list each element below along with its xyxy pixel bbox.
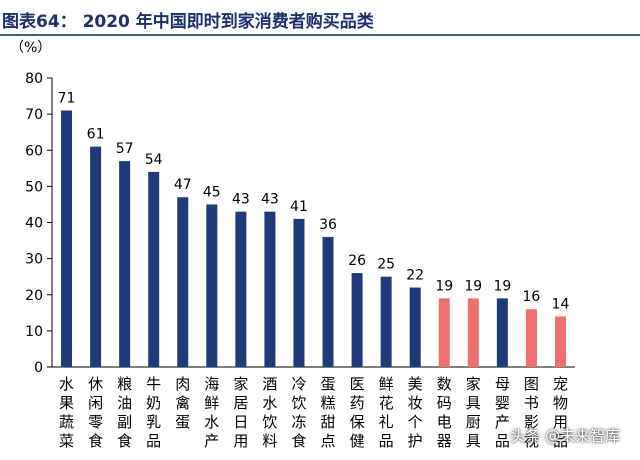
category-label: 酒水饮料 xyxy=(262,375,277,450)
bar xyxy=(351,273,363,367)
bar xyxy=(438,298,450,367)
bar xyxy=(496,298,508,367)
category-labels: 水果蔬菜休闲零食粮油副食牛奶乳品肉禽蛋海鲜水产家居日用酒水饮料冷饮冻食蛋糕甜点医… xyxy=(59,375,568,450)
bar xyxy=(61,110,73,367)
bar xyxy=(264,211,276,367)
bars xyxy=(61,110,566,367)
data-label: 54 xyxy=(145,152,163,168)
category-label: 图书影视 xyxy=(524,375,539,450)
bar xyxy=(322,236,334,367)
data-labels: 71 61 57 54 47 45 43 43 41 36 26 25 22 19 19 19 16 14 xyxy=(58,91,570,313)
data-label: 41 xyxy=(290,199,308,215)
category-label: 粮油副食 xyxy=(117,375,132,450)
category-label: 医药保健 xyxy=(350,375,365,450)
y-tick-label: 0 xyxy=(34,360,43,376)
y-axis-unit-label: （%） xyxy=(10,40,51,56)
data-label: 25 xyxy=(377,257,395,273)
y-tick-label: 10 xyxy=(25,324,43,340)
category-label: 冷饮冻食 xyxy=(291,375,306,450)
y-tick-label: 30 xyxy=(25,252,43,268)
bar xyxy=(293,218,305,367)
bar xyxy=(554,316,566,367)
data-label: 19 xyxy=(464,278,482,294)
bar xyxy=(177,197,189,367)
bar xyxy=(206,204,218,367)
category-label: 蛋糕甜点 xyxy=(321,375,336,450)
title-bar: 图表64： 2020 年中国即时到家消费者购买品类 xyxy=(0,0,640,36)
bar xyxy=(119,161,131,367)
category-label: 数码电器 xyxy=(437,375,452,450)
bar xyxy=(467,298,479,367)
data-label: 43 xyxy=(261,192,279,208)
category-label: 美妆个护 xyxy=(408,375,423,450)
category-label: 宠物用品 xyxy=(553,375,568,450)
bar xyxy=(525,309,537,367)
bar xyxy=(148,171,160,367)
category-label: 母婴产品 xyxy=(495,375,510,450)
data-label: 47 xyxy=(174,177,192,193)
data-label: 14 xyxy=(552,296,570,312)
data-label: 22 xyxy=(406,268,424,284)
watermark: 头条 @未来智库 xyxy=(510,427,620,445)
data-label: 26 xyxy=(348,253,366,269)
category-label: 肉禽蛋 xyxy=(175,375,190,431)
y-tick-label: 20 xyxy=(25,288,43,304)
bar xyxy=(90,146,102,367)
data-label: 19 xyxy=(435,278,453,294)
y-tick-label: 70 xyxy=(25,107,43,123)
data-label: 71 xyxy=(58,91,76,107)
category-label: 休闲零食 xyxy=(88,375,103,450)
category-label: 家居日用 xyxy=(233,375,248,450)
bar xyxy=(235,211,247,367)
y-tick-label: 50 xyxy=(25,179,43,195)
y-tick-label: 40 xyxy=(25,216,43,232)
bar xyxy=(380,276,392,367)
data-label: 16 xyxy=(523,289,541,305)
category-label: 鲜花礼品 xyxy=(379,375,394,450)
data-label: 57 xyxy=(116,141,134,157)
category-label: 牛奶乳品 xyxy=(146,375,161,450)
data-label: 61 xyxy=(87,127,105,143)
category-label: 海鲜水产 xyxy=(204,375,219,450)
data-label: 36 xyxy=(319,217,337,233)
chart-title: 图表64： 2020 年中国即时到家消费者购买品类 xyxy=(2,12,374,32)
data-label: 19 xyxy=(493,278,511,294)
data-label: 45 xyxy=(203,184,221,200)
y-axis: 0 10 20 30 40 50 60 70 80 xyxy=(25,71,575,376)
y-tick-label: 80 xyxy=(25,71,43,87)
data-label: 43 xyxy=(232,192,250,208)
y-tick-label: 60 xyxy=(25,143,43,159)
category-label: 家具厨具 xyxy=(466,375,481,450)
category-label: 水果蔬菜 xyxy=(59,375,74,450)
bar xyxy=(409,287,421,367)
